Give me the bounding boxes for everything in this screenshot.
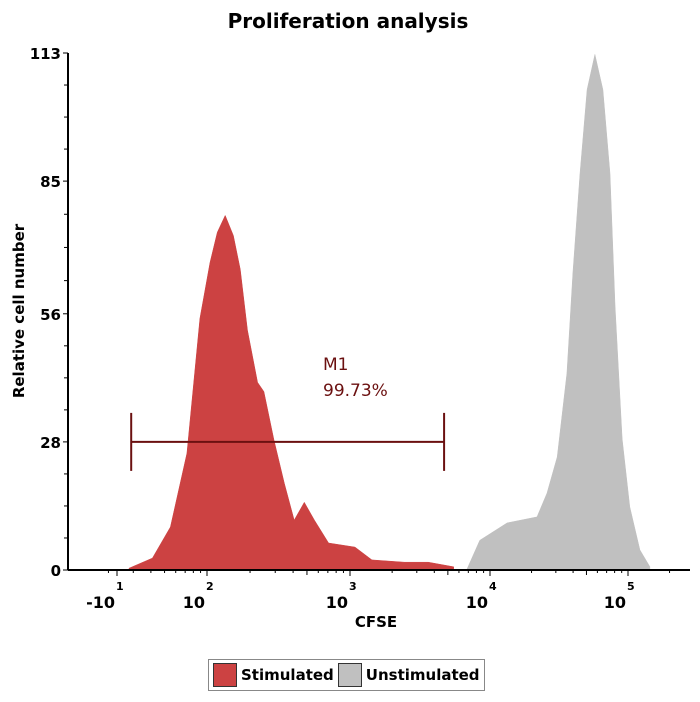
x-tick-label: 10	[466, 593, 488, 612]
y-tick-label: 28	[40, 434, 61, 452]
series-area-unstimulated	[466, 54, 651, 571]
legend-swatch-unstimulated	[337, 663, 362, 687]
y-axis-label: Relative cell number	[10, 223, 28, 398]
x-tick-label: 10	[604, 593, 626, 612]
y-tick-label: 0	[51, 562, 61, 580]
x-axis-label: CFSE	[355, 613, 397, 631]
x-tick-exponent: 5	[627, 580, 635, 593]
legend-item-unstimulated: Unstimulated	[337, 663, 480, 687]
x-tick-label: 10	[326, 593, 348, 612]
x-tick-exponent: 3	[349, 580, 357, 593]
legend-label-stimulated: Stimulated	[241, 666, 334, 684]
y-tick-label: 113	[30, 45, 61, 63]
legend: Stimulated Unstimulated	[208, 659, 485, 691]
legend-swatch-stimulated	[213, 663, 237, 687]
x-tick-exponent: 1	[116, 580, 124, 593]
chart-title: Proliferation analysis	[228, 9, 469, 33]
legend-item-stimulated: Stimulated	[213, 663, 334, 687]
series-area-stimulated	[128, 214, 454, 571]
x-tick-exponent: 2	[206, 580, 214, 593]
x-tick-label: 10	[183, 593, 205, 612]
gate-m1-percentage: 99.73%	[323, 381, 388, 401]
histogram-plot: Proliferation analysis Relative cell num…	[10, 9, 690, 631]
y-tick-label: 85	[40, 173, 61, 191]
gate-m1-label: M1	[323, 355, 348, 375]
y-tick-label: 56	[40, 306, 61, 324]
legend-label-unstimulated: Unstimulated	[365, 666, 480, 684]
x-tick-exponent: 4	[489, 580, 497, 593]
x-tick-label: -10	[86, 593, 115, 612]
